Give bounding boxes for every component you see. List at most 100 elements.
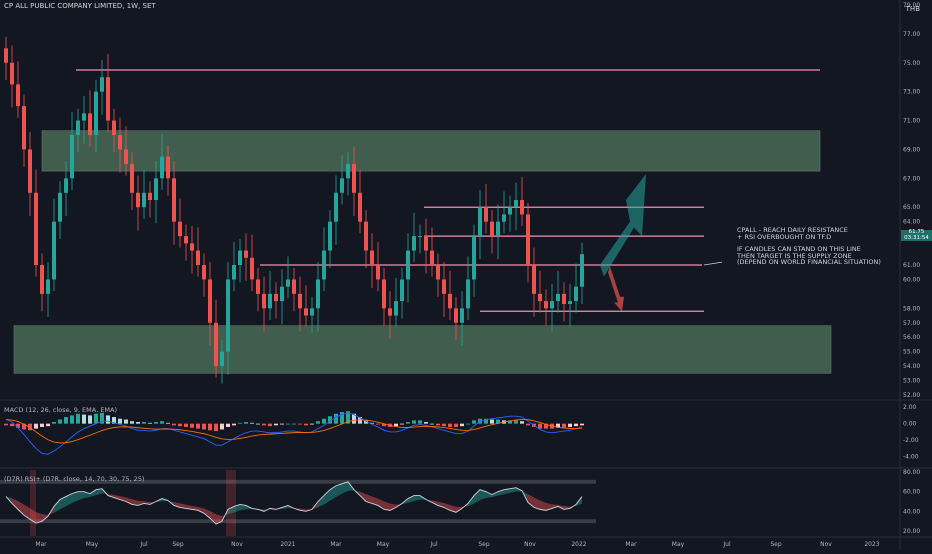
macd-histogram-bar	[178, 423, 182, 427]
candle-body	[562, 293, 566, 304]
macd-histogram-bar	[250, 422, 254, 424]
macd-histogram-bar	[394, 423, 398, 427]
rsi-fill	[408, 495, 414, 503]
candle-body	[220, 351, 224, 367]
candle-body	[334, 192, 338, 222]
macd-histogram-bar	[376, 423, 380, 425]
rsi-fill	[360, 491, 366, 502]
macd-histogram-bar	[64, 417, 68, 424]
rsi-fill	[330, 485, 336, 501]
current-price-value: 61.75	[908, 229, 925, 235]
candle-body	[232, 265, 236, 280]
candle-body	[208, 279, 212, 323]
candle-body	[484, 207, 488, 222]
rsi-fill	[180, 503, 186, 509]
rsi-tick-label: 80.00	[903, 469, 920, 476]
bar-countdown: 03:31:54	[904, 234, 929, 241]
macd-histogram-bar	[514, 420, 518, 424]
rsi-fill	[78, 491, 84, 501]
rsi-extreme-highlight-0	[30, 470, 36, 536]
rsi-fill	[210, 510, 216, 525]
rsi-fill	[114, 494, 120, 500]
macd-histogram-bar	[256, 423, 260, 425]
price-tick-label: 69.00	[903, 146, 920, 153]
macd-histogram-bar	[304, 423, 308, 426]
rsi-fill	[174, 502, 180, 508]
candle-body	[556, 293, 560, 302]
macd-histogram-bar	[220, 423, 224, 430]
rsi-label: (D7R) RSI+ (D7R, close, 14, 70, 30, 75, …	[4, 475, 145, 483]
candle-body	[10, 62, 14, 85]
macd-histogram-bar	[382, 423, 386, 427]
rsi-fill	[240, 504, 246, 511]
rsi-fill	[492, 491, 498, 498]
macd-histogram-bar	[190, 423, 194, 428]
price-tick-label: 58.00	[903, 305, 920, 312]
macd-histogram-bar	[94, 413, 98, 424]
rsi-fill	[510, 487, 516, 493]
rsi-fill	[540, 500, 546, 511]
rsi-fill	[54, 499, 60, 513]
rsi-fill	[480, 489, 486, 501]
macd-histogram-bar	[100, 412, 104, 424]
candle-body	[538, 293, 542, 302]
candle-body	[406, 250, 410, 280]
candle-body	[580, 254, 584, 287]
price-tick-label: 61.00	[903, 262, 920, 269]
macd-histogram-bar	[238, 422, 242, 424]
rsi-tick-label: 40.00	[903, 508, 920, 515]
macd-histogram-bar	[418, 420, 422, 424]
macd-histogram-bar	[442, 423, 446, 427]
candle-body	[112, 120, 116, 135]
macd-histogram-bar	[334, 413, 338, 424]
macd-histogram-bar	[562, 423, 566, 428]
macd-histogram-bar	[34, 423, 38, 429]
macd-histogram-bar	[118, 418, 122, 424]
candle-body	[154, 178, 158, 200]
time-tick-label: Mar	[330, 541, 342, 548]
rsi-overbought-band	[0, 479, 596, 484]
candle-body	[124, 149, 128, 164]
rsi-fill	[24, 504, 30, 520]
macd-histogram-bar	[202, 423, 206, 430]
macd-histogram-bar	[106, 415, 110, 424]
candle-body	[478, 207, 482, 237]
time-tick-label: Nov	[231, 541, 243, 548]
macd-histogram-bar	[406, 422, 410, 424]
price-tick-label: 64.00	[903, 219, 920, 226]
rsi-fill	[342, 481, 348, 494]
candle-body	[376, 265, 380, 280]
macd-histogram-bar	[520, 421, 524, 424]
macd-histogram-bar	[52, 422, 56, 424]
zone-1	[13, 325, 832, 374]
candle-body	[514, 200, 518, 208]
price-tick-label: 56.00	[903, 334, 920, 341]
macd-histogram-bar	[244, 422, 248, 424]
macd-histogram-bar	[358, 417, 362, 424]
macd-histogram-bar	[538, 423, 542, 429]
candle-body	[16, 84, 20, 107]
macd-signal-line	[5, 418, 583, 444]
candle-body	[322, 250, 326, 280]
macd-histogram-bar	[196, 423, 200, 429]
rsi-fill	[228, 506, 234, 515]
macd-histogram-bar	[298, 423, 302, 425]
macd-histogram-bar	[76, 413, 80, 424]
supply-annotation: IF CANDLES CAN STAND ON THIS LINE THEN T…	[737, 245, 881, 267]
candle-body	[550, 301, 554, 309]
macd-histogram-bar	[274, 423, 278, 426]
price-tick-label: 67.00	[903, 175, 920, 182]
candle-body	[244, 250, 248, 258]
rsi-fill	[390, 503, 396, 511]
candle-body	[214, 322, 218, 367]
candle-body	[274, 293, 278, 302]
bullish-arrow	[600, 174, 646, 277]
candle-body	[418, 236, 422, 238]
macd-label: MACD (12, 26, close, 9, EMA, EMA)	[4, 406, 118, 414]
macd-histogram-bar	[352, 413, 356, 424]
macd-histogram-bar	[184, 423, 188, 427]
macd-histogram-bar	[28, 423, 32, 431]
macd-histogram-bar	[214, 423, 218, 432]
rsi-fill	[66, 493, 72, 507]
